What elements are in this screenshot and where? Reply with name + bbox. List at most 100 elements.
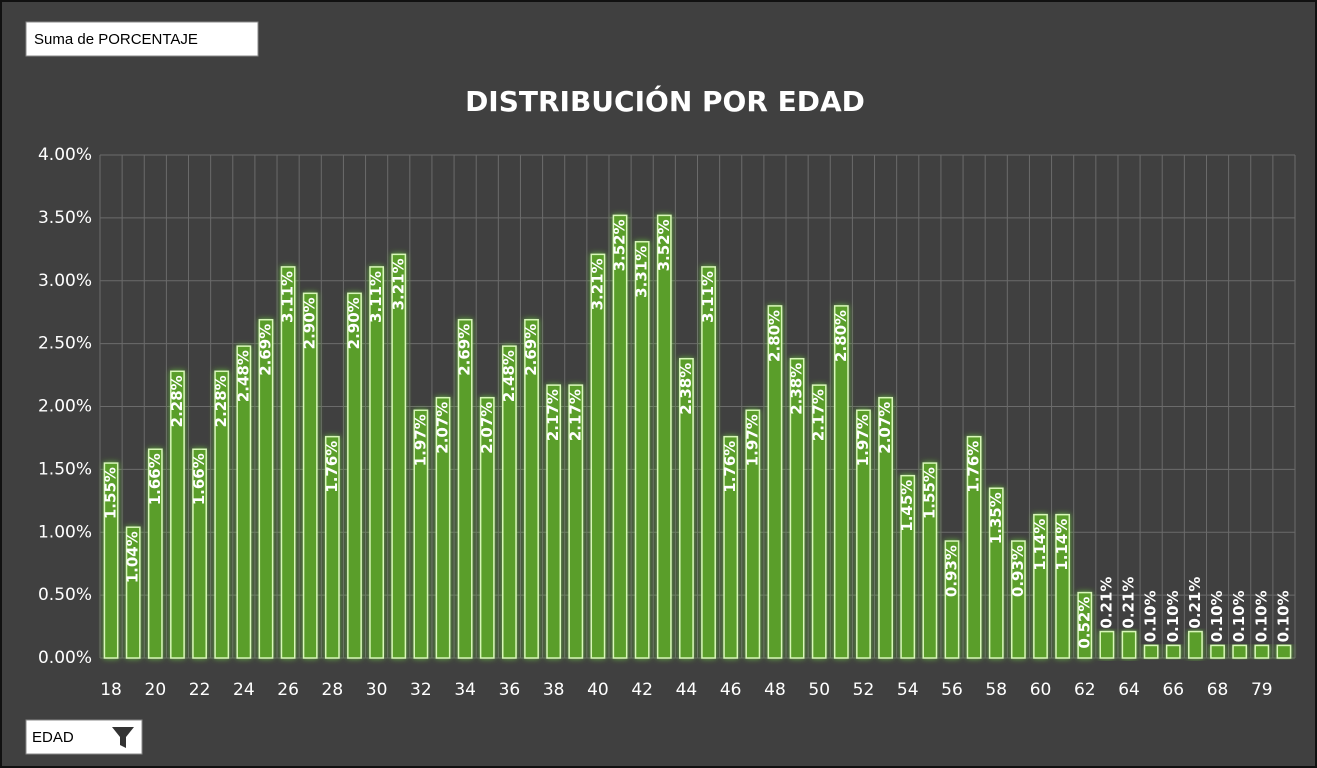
data-label: 2.07% <box>478 402 496 454</box>
data-label: 1.14% <box>1053 519 1071 571</box>
data-label: 0.21% <box>1120 577 1138 629</box>
bar <box>103 462 119 659</box>
data-label: 2.80% <box>832 310 850 362</box>
data-label: 0.10% <box>1274 590 1292 642</box>
data-label: 1.97% <box>854 414 872 466</box>
x-tick-label: 60 <box>1030 680 1052 700</box>
x-tick-label: 26 <box>277 680 299 700</box>
bar <box>435 396 451 659</box>
x-tick-label: 56 <box>941 680 963 700</box>
y-tick-label: 1.00% <box>38 522 92 542</box>
x-tick-label: 79 <box>1251 680 1273 700</box>
data-label: 1.55% <box>920 467 938 519</box>
x-tick-label: 38 <box>543 680 565 700</box>
x-tick-label: 48 <box>764 680 786 700</box>
bar <box>369 266 385 659</box>
bar <box>745 409 761 659</box>
y-tick-label: 4.00% <box>38 145 92 165</box>
bar <box>479 396 495 659</box>
data-label: 1.76% <box>323 441 341 493</box>
bar <box>1033 513 1048 659</box>
data-label: 2.69% <box>522 324 540 376</box>
bar <box>347 292 362 659</box>
data-label: 2.69% <box>456 324 474 376</box>
bar <box>1099 630 1115 659</box>
x-tick-label: 58 <box>985 680 1007 700</box>
data-label: 2.28% <box>168 375 186 427</box>
bar <box>1210 644 1225 659</box>
bar <box>701 266 716 659</box>
bar <box>1188 630 1203 659</box>
filter-icon <box>112 727 134 748</box>
bar <box>767 305 783 659</box>
y-tick-label: 3.50% <box>38 208 92 228</box>
x-tick-label: 64 <box>1118 680 1140 700</box>
data-label: 2.17% <box>810 389 828 441</box>
bar <box>192 448 207 659</box>
bar <box>634 241 650 659</box>
data-label: 2.17% <box>544 389 562 441</box>
bar <box>856 409 871 659</box>
value-field-label: Suma de PORCENTAJE <box>34 31 198 48</box>
x-tick-label: 32 <box>410 680 432 700</box>
bar <box>878 396 893 659</box>
bar <box>568 384 584 659</box>
x-tick-label: 68 <box>1207 680 1229 700</box>
bar <box>1121 630 1137 659</box>
x-tick-label: 62 <box>1074 680 1096 700</box>
data-label: 1.66% <box>190 453 208 505</box>
bar <box>214 370 230 659</box>
bar <box>988 487 1004 659</box>
bar <box>1077 591 1093 659</box>
x-tick-label: 66 <box>1162 680 1184 700</box>
bar <box>324 435 340 659</box>
data-label: 2.69% <box>256 324 274 376</box>
bar <box>258 318 274 659</box>
data-label: 0.10% <box>1164 590 1182 642</box>
y-tick-label: 3.00% <box>38 271 92 291</box>
data-label: 3.52% <box>611 219 629 271</box>
x-tick-label: 54 <box>897 680 919 700</box>
data-label: 2.38% <box>788 363 806 415</box>
bar <box>1055 513 1071 659</box>
bar <box>1254 644 1270 659</box>
data-label: 0.10% <box>1142 590 1160 642</box>
bar <box>524 318 539 659</box>
data-label: 3.31% <box>633 246 651 298</box>
data-label: 3.11% <box>699 271 717 323</box>
data-label: 2.90% <box>345 297 363 349</box>
x-tick-label: 40 <box>587 680 609 700</box>
bar <box>590 253 606 659</box>
x-tick-label: 46 <box>720 680 742 700</box>
data-label: 2.48% <box>500 350 518 402</box>
data-label: 2.07% <box>876 402 894 454</box>
bar <box>546 384 562 659</box>
x-tick-label: 50 <box>808 680 830 700</box>
bar <box>944 540 960 659</box>
bar <box>170 370 185 659</box>
data-label: 1.97% <box>411 414 429 466</box>
data-label: 1.55% <box>102 467 120 519</box>
data-label: 3.11% <box>279 271 297 323</box>
bar <box>125 526 141 659</box>
data-label: 3.11% <box>367 271 385 323</box>
data-label: 1.35% <box>987 492 1005 544</box>
x-tick-label: 42 <box>631 680 653 700</box>
bar <box>1010 540 1026 659</box>
data-label: 0.93% <box>1009 545 1027 597</box>
data-label: 3.21% <box>588 258 606 310</box>
value-field-button[interactable] <box>25 21 259 57</box>
y-tick-label: 2.00% <box>38 397 92 417</box>
bar <box>147 448 163 659</box>
x-tick-label: 30 <box>366 680 388 700</box>
bar <box>457 318 473 659</box>
data-label: 0.10% <box>1252 590 1270 642</box>
bar <box>656 214 672 659</box>
y-tick-label: 1.50% <box>38 459 92 479</box>
data-label: 1.66% <box>146 453 164 505</box>
x-tick-label: 24 <box>233 680 255 700</box>
x-tick-label: 36 <box>499 680 521 700</box>
data-label: 1.76% <box>965 441 983 493</box>
data-label: 2.38% <box>677 363 695 415</box>
data-label: 1.04% <box>124 531 142 583</box>
